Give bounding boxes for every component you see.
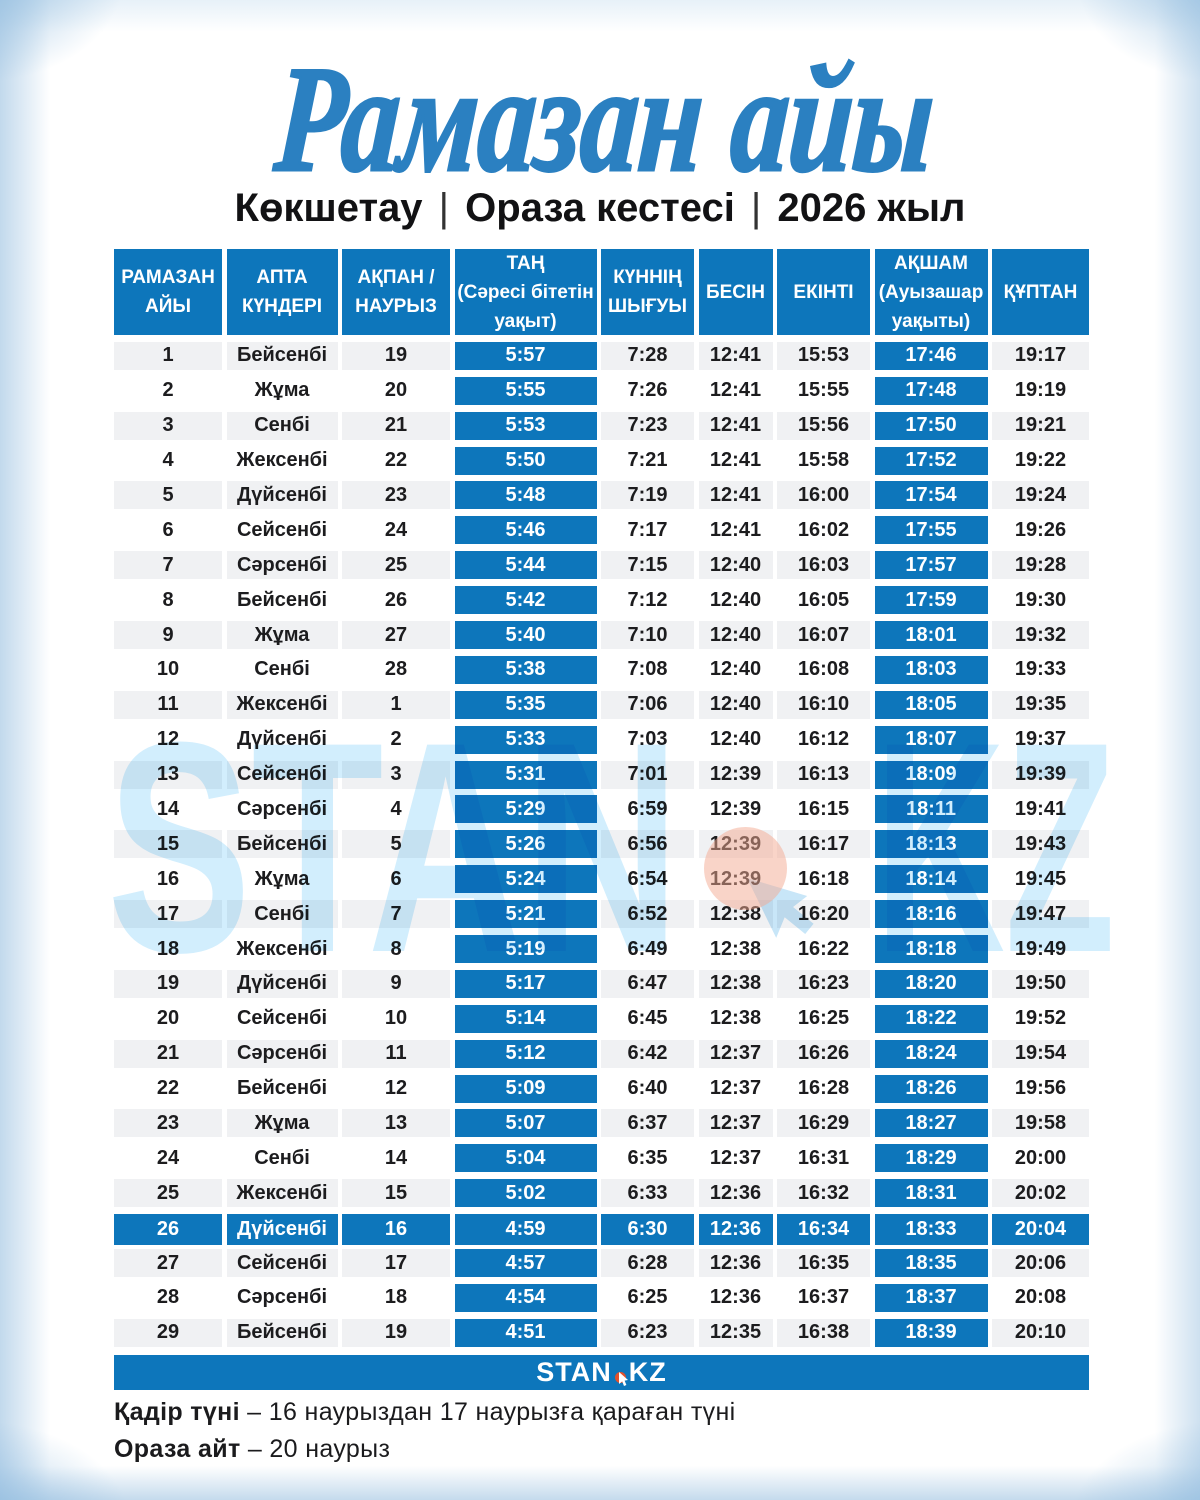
svg-text:Рамазан айы: Рамазан айы [270,34,940,203]
